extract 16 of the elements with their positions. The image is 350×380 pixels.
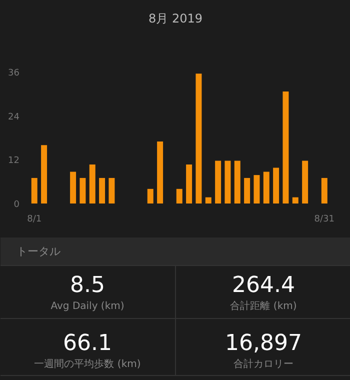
text: 8.5: [70, 273, 106, 298]
text: 合計カロリー: [234, 358, 294, 370]
text: 一週間の平均歩数 (km): [34, 358, 141, 370]
text: トータル: [16, 245, 60, 258]
text: Avg Daily (km): [50, 301, 124, 312]
y-tick-label: 36: [8, 68, 20, 79]
y-tick-label: 24: [8, 112, 20, 122]
text: 264.4: [232, 273, 295, 298]
x-tick-label: 8/1: [27, 214, 42, 224]
x-tick-label: 8/31: [314, 214, 335, 224]
text: 66.1: [63, 331, 112, 356]
y-tick-label: 12: [8, 156, 20, 166]
y-tick-label: 0: [14, 200, 20, 210]
chart-title: 8月 2019: [148, 12, 203, 26]
text: 合計距離 (km): [230, 300, 297, 312]
text: 16,897: [225, 331, 302, 356]
